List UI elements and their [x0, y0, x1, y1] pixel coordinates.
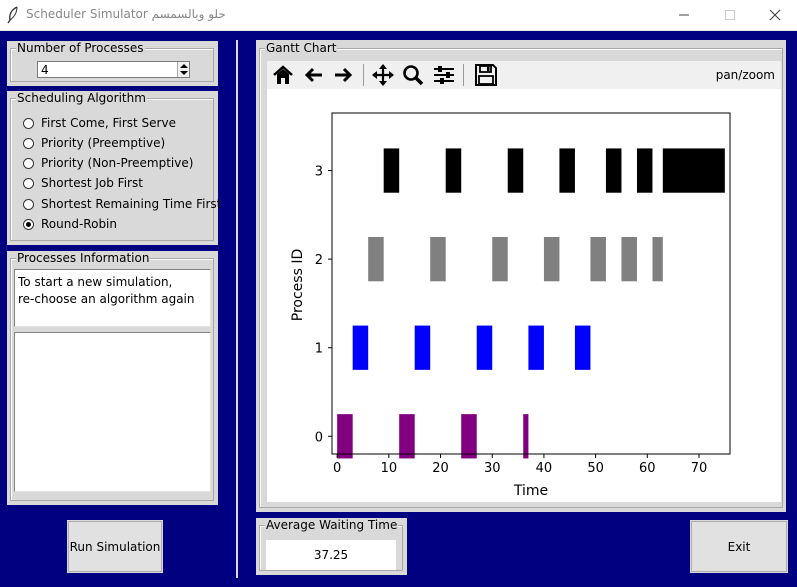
spinbox-arrows[interactable] — [177, 62, 189, 77]
num-processes-value: 4 — [41, 63, 49, 77]
avg-wait-value: 37.25 — [313, 548, 349, 562]
num-processes-label: Number of Processes — [16, 41, 145, 55]
configure-subplots-icon[interactable] — [432, 64, 456, 86]
exit-button[interactable]: Exit — [691, 521, 787, 572]
save-icon[interactable] — [474, 64, 498, 86]
close-icon — [769, 9, 781, 21]
close-button[interactable] — [752, 0, 797, 30]
x-tick-label: 30 — [484, 461, 501, 476]
gantt-bar — [652, 237, 663, 282]
x-tick-label: 40 — [536, 461, 553, 476]
y-tick-label: 3 — [315, 165, 323, 180]
gantt-bar — [621, 237, 637, 282]
algorithm-label: Scheduling Algorithm — [16, 91, 147, 105]
radio-button[interactable] — [23, 138, 34, 149]
gantt-bar — [430, 237, 446, 282]
process-details-box[interactable] — [14, 332, 211, 492]
y-tick-label: 2 — [315, 253, 323, 268]
info-message-line1: To start a new simulation, — [18, 275, 173, 289]
radio-button[interactable] — [23, 199, 34, 210]
gantt-bar — [492, 237, 508, 282]
avg-wait-frame: Average Waiting Time — [259, 518, 403, 571]
window-title: Scheduler Simulator حلو وبالسمسم — [26, 7, 226, 21]
x-tick-label: 50 — [587, 461, 604, 476]
maximize-button[interactable] — [707, 0, 753, 30]
gantt-bar — [523, 414, 529, 459]
gantt-bar — [528, 325, 544, 370]
num-processes-spinbox[interactable]: 4 — [37, 61, 190, 78]
y-axis-label: Process ID — [290, 249, 306, 321]
x-tick-label: 70 — [691, 461, 708, 476]
radio-button[interactable] — [23, 158, 34, 169]
radio-label: Round-Robin — [41, 217, 117, 231]
x-axis-label: Time — [513, 483, 548, 499]
gantt-bar — [445, 148, 462, 193]
info-frame: Processes Information — [10, 251, 214, 501]
avg-wait-value-box: 37.25 — [266, 540, 396, 570]
info-message-line2: re-choose an algorithm again — [18, 292, 195, 306]
gantt-bar — [414, 325, 431, 370]
maximize-icon — [725, 10, 735, 20]
gantt-bar — [383, 148, 400, 193]
title-bar: Scheduler Simulator حلو وبالسمسم — [0, 0, 797, 31]
gantt-bar — [662, 148, 725, 193]
radio-label: Priority (Non-Preemptive) — [41, 156, 194, 170]
algorithm-panel: Scheduling Algorithm — [7, 91, 218, 245]
gantt-bar — [559, 148, 575, 193]
radio-button[interactable] — [23, 178, 34, 189]
gantt-bar — [337, 414, 353, 459]
gantt-bar — [543, 237, 560, 282]
gantt-bar — [399, 414, 415, 459]
minimize-icon — [679, 14, 689, 16]
run-simulation-button[interactable]: Run Simulation — [68, 521, 162, 572]
spin-up-icon[interactable] — [180, 63, 188, 69]
gantt-bar — [352, 325, 369, 370]
spin-down-icon[interactable] — [180, 70, 188, 76]
gantt-frame: Gantt Chart — [259, 41, 783, 508]
radio-label: Shortest Job First — [41, 176, 143, 190]
gantt-bar — [590, 237, 606, 282]
home-icon[interactable] — [271, 64, 295, 86]
plot-axes-frame — [331, 112, 731, 455]
gantt-bar — [636, 148, 653, 193]
y-tick-label: 1 — [315, 342, 323, 357]
toolbar-separator — [363, 64, 364, 86]
avg-wait-label: Average Waiting Time — [265, 518, 399, 532]
x-tick-label: 10 — [381, 461, 398, 476]
pan-icon[interactable] — [371, 64, 395, 86]
y-tick-label: 0 — [315, 430, 323, 445]
plot-area[interactable]: 0 10 20 30 40 50 60 70 0 1 2 3 Time Process ID — [267, 89, 781, 502]
toolbar-mode-text: pan/zoom — [715, 68, 775, 82]
run-simulation-label: Run Simulation — [69, 539, 161, 554]
algorithm-frame: Scheduling Algorithm — [10, 91, 214, 241]
toolbar-separator — [463, 64, 464, 86]
gantt-bar — [461, 414, 477, 459]
plot-toolbar: pan/zoom — [267, 61, 781, 89]
num-processes-frame: Number of Processes — [10, 41, 214, 82]
gantt-chart[interactable]: 0 10 20 30 40 50 60 70 0 1 2 3 Time Process ID — [267, 89, 781, 502]
radio-button[interactable] — [23, 118, 34, 129]
gantt-bar — [605, 148, 622, 193]
vertical-separator — [236, 40, 238, 578]
info-message-box: To start a new simulation, re-choose an … — [14, 269, 211, 327]
radio-label: Priority (Preemptive) — [41, 136, 166, 150]
gantt-bar — [368, 237, 384, 282]
radio-button-selected[interactable] — [23, 219, 34, 230]
x-tick-label: 0 — [333, 461, 341, 476]
feather-icon — [7, 6, 18, 24]
gantt-bar — [507, 148, 524, 193]
radio-label: First Come, First Serve — [41, 116, 176, 130]
gantt-bar — [574, 325, 591, 370]
x-tick-label: 20 — [432, 461, 449, 476]
gantt-bar — [476, 325, 493, 370]
radio-label: Shortest Remaining Time First — [41, 197, 222, 211]
minimize-button[interactable] — [661, 0, 707, 30]
x-tick-label: 60 — [639, 461, 656, 476]
gantt-label: Gantt Chart — [265, 41, 338, 55]
info-label: Processes Information — [16, 251, 151, 265]
zoom-icon[interactable] — [401, 64, 425, 86]
back-arrow-icon[interactable] — [302, 64, 326, 86]
exit-label: Exit — [727, 539, 751, 554]
forward-arrow-icon[interactable] — [331, 64, 355, 86]
